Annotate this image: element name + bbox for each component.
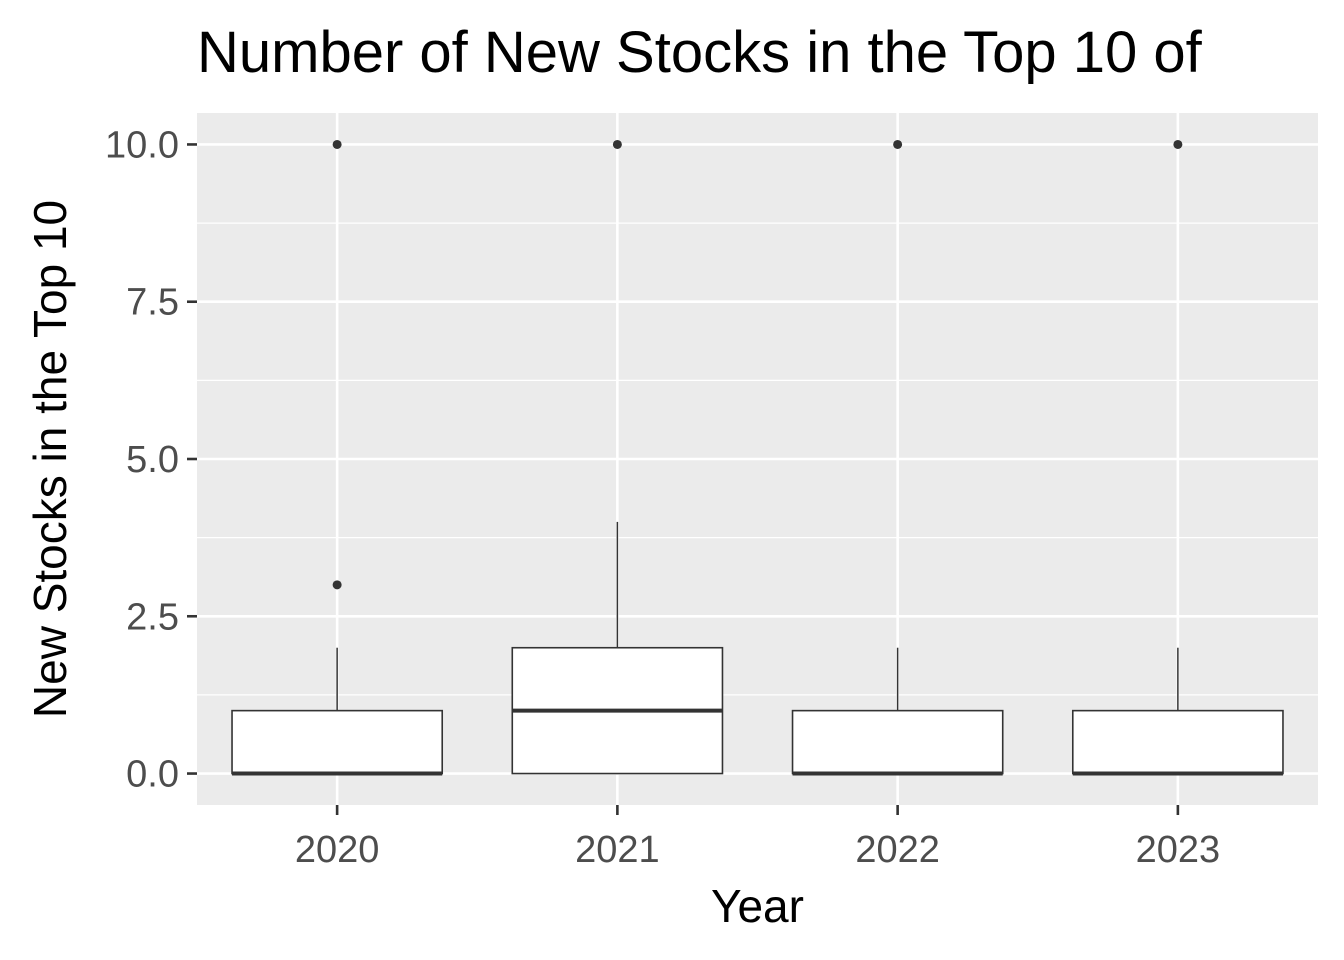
axes-layer: 0.0 2.5 5.0 7.5 10.0 2020 2021 2022 2023 <box>105 124 1220 871</box>
y-tick-label: 10.0 <box>105 124 179 166</box>
outlier-point <box>893 139 903 149</box>
box-2020 <box>231 139 444 776</box>
box-2023 <box>1071 139 1284 776</box>
outlier-point <box>612 139 622 149</box>
x-tick-label: 2022 <box>855 829 940 871</box>
outlier-point <box>332 580 342 590</box>
x-tick-label: 2021 <box>575 829 660 871</box>
x-tick-label: 2023 <box>1136 829 1221 871</box>
box-iqr <box>791 709 1004 775</box>
box-iqr <box>231 709 444 775</box>
y-tick-label: 2.5 <box>126 596 179 638</box>
chart-title: Number of New Stocks in the Top 10 of <box>197 20 1203 85</box>
y-tick-label: 7.5 <box>126 282 179 324</box>
y-tick-label: 5.0 <box>126 439 179 481</box>
y-axis-title: New Stocks in the Top 10 <box>24 200 76 718</box>
x-axis-title: Year <box>711 880 804 932</box>
box-2021 <box>511 139 724 775</box>
outlier-point <box>332 139 342 149</box>
box-2022 <box>791 139 1004 776</box>
outlier-point <box>1173 139 1183 149</box>
boxes-layer <box>231 139 1284 776</box>
x-tick-label: 2020 <box>295 829 380 871</box>
box-iqr <box>1071 709 1284 775</box>
y-tick-label: 0.0 <box>126 754 179 796</box>
